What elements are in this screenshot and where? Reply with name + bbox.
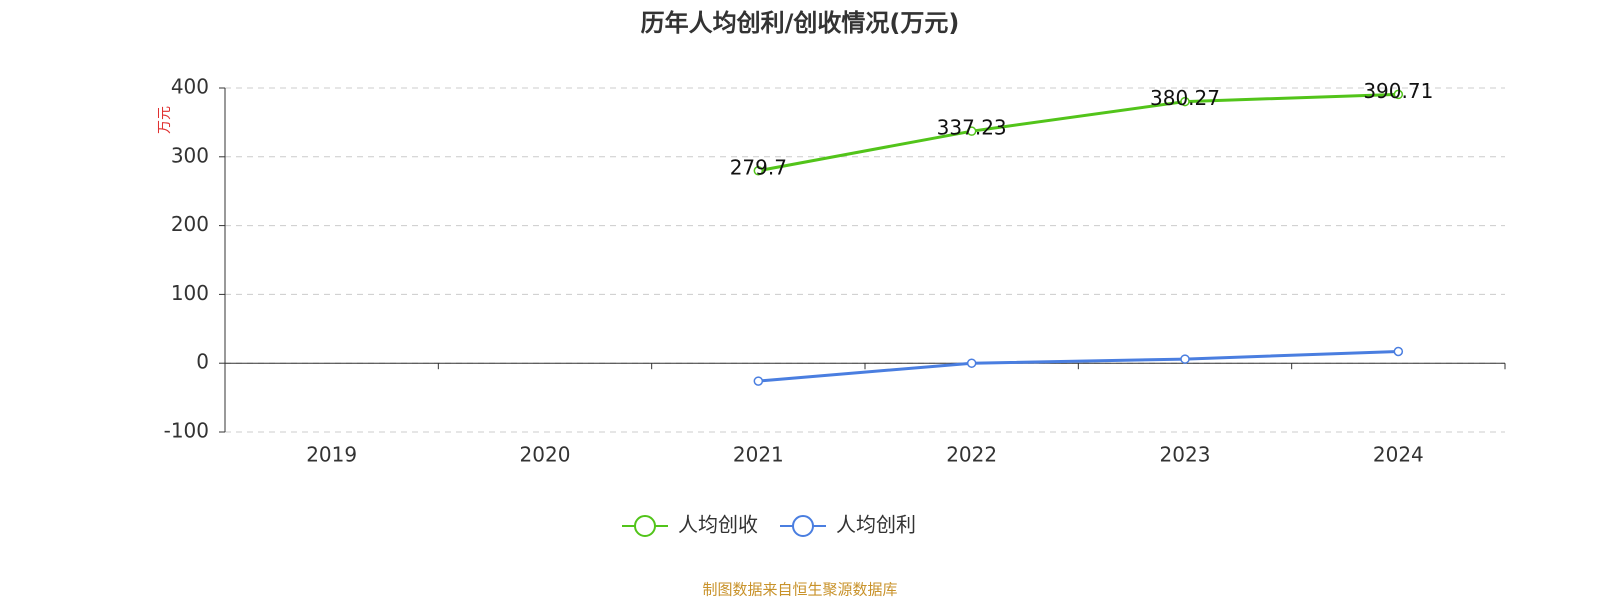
legend-label: 人均创利 — [836, 513, 916, 537]
y-tick-label: 0 — [196, 350, 209, 374]
data-label: 390.71 — [1363, 79, 1433, 103]
y-tick-label: 400 — [171, 75, 209, 99]
x-tick-label: 2023 — [1160, 443, 1211, 467]
y-tick-label: 200 — [171, 212, 209, 236]
x-tick-label: 2020 — [520, 443, 571, 467]
legend-label: 人均创收 — [678, 513, 758, 537]
point — [1393, 346, 1404, 357]
data-label: 337.23 — [937, 116, 1007, 140]
point — [753, 376, 764, 386]
chart-title: 历年人均创利/创收情况(万元) — [641, 9, 960, 37]
y-axis-label: 万元 — [157, 106, 173, 134]
y-tick-label: 300 — [171, 143, 209, 167]
x-tick-label: 2021 — [733, 443, 784, 467]
data-label: 279.7 — [730, 155, 787, 179]
x-tick-label: 2019 — [306, 443, 357, 467]
source-note: 制图数据来自恒生聚源数据库 — [702, 581, 897, 599]
x-tick-label: 2024 — [1373, 443, 1424, 467]
point — [966, 358, 977, 368]
y-tick-label: -100 — [164, 419, 209, 443]
series-line — [758, 350, 1399, 383]
y-tick-label: 100 — [171, 281, 209, 305]
point — [753, 166, 764, 176]
point — [966, 126, 977, 136]
data-label: 380.27 — [1150, 86, 1220, 110]
point — [1180, 354, 1190, 364]
legend-icon — [792, 515, 814, 537]
x-tick-label: 2022 — [946, 443, 997, 467]
series-line — [758, 92, 1399, 173]
legend-icon — [634, 515, 656, 537]
point — [1180, 96, 1190, 107]
point — [1393, 89, 1404, 100]
